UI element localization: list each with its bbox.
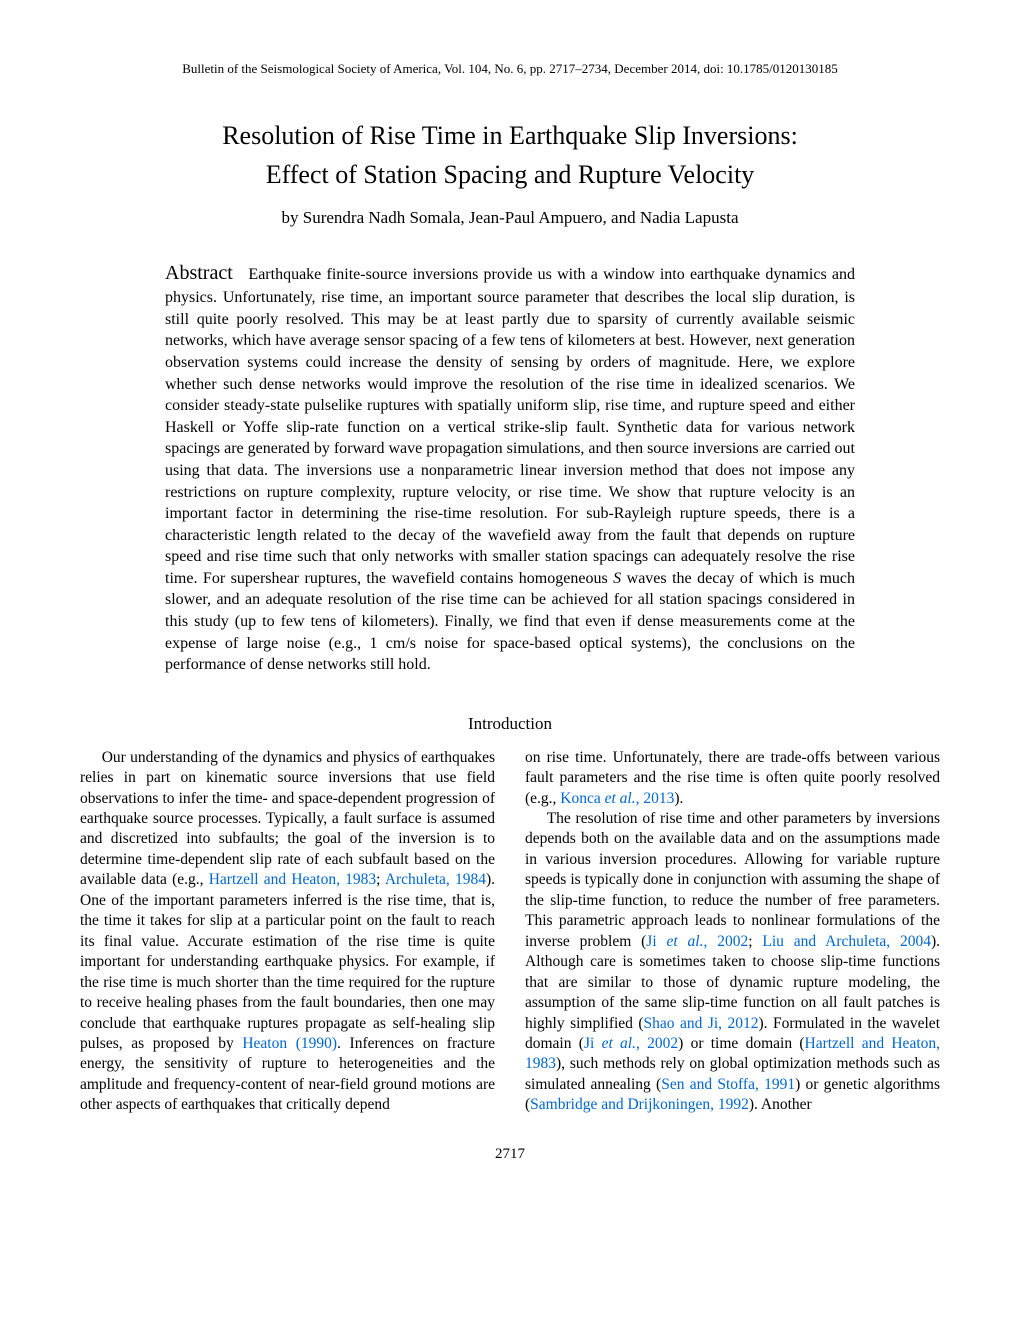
citation-liu-archuleta-2004[interactable]: Liu and Archuleta, 2004 bbox=[762, 933, 931, 950]
right-text-2h: ). Another bbox=[749, 1096, 812, 1113]
citation-ji-2002-b[interactable]: Ji et al., 2002 bbox=[584, 1035, 678, 1052]
abstract-label: Abstract bbox=[165, 262, 233, 284]
left-paragraph-1: Our understanding of the dynamics and ph… bbox=[80, 748, 495, 1116]
citation-konca-2013[interactable]: Konca et al., 2013 bbox=[560, 790, 674, 807]
citation-konca-a: Konca bbox=[560, 790, 604, 807]
citation-konca-etal: et al. bbox=[605, 790, 636, 807]
section-heading-introduction: Introduction bbox=[80, 712, 940, 736]
citation-ji-etal: et al. bbox=[667, 933, 704, 950]
citation-konca-c: , 2013 bbox=[636, 790, 675, 807]
left-text-b: ; bbox=[376, 871, 385, 888]
right-text-2e: ) or time domain ( bbox=[678, 1035, 804, 1052]
left-text-a: Our understanding of the dynamics and ph… bbox=[80, 749, 495, 889]
citation-heaton-1990[interactable]: Heaton (1990) bbox=[242, 1035, 337, 1052]
right-text-1b: ). bbox=[674, 790, 683, 807]
left-text-c: ). One of the important parameters infer… bbox=[80, 871, 495, 1052]
paper-title-line2: Effect of Station Spacing and Rupture Ve… bbox=[80, 157, 940, 192]
right-column: on rise time. Unfortunately, there are t… bbox=[525, 748, 940, 1116]
citation-ji-a: Ji bbox=[646, 933, 666, 950]
citation-ji2-c: , 2002 bbox=[636, 1035, 678, 1052]
citation-ji-c: , 2002 bbox=[703, 933, 748, 950]
body-columns: Our understanding of the dynamics and ph… bbox=[80, 748, 940, 1116]
right-text-2a: The resolution of rise time and other pa… bbox=[525, 810, 940, 950]
journal-reference: Bulletin of the Seismological Society of… bbox=[80, 60, 940, 78]
abstract-body-pre: Earthquake finite-source inversions prov… bbox=[165, 266, 855, 587]
page-number: 2717 bbox=[80, 1144, 940, 1165]
authors-line: by Surendra Nadh Somala, Jean-Paul Ampue… bbox=[80, 206, 940, 230]
paper-title-line1: Resolution of Rise Time in Earthquake Sl… bbox=[80, 118, 940, 153]
citation-shao-ji-2012[interactable]: Shao and Ji, 2012 bbox=[644, 1015, 759, 1032]
citation-archuleta-1984[interactable]: Archuleta, 1984 bbox=[385, 871, 486, 888]
citation-hartzell-heaton-1983[interactable]: Hartzell and Heaton, 1983 bbox=[209, 871, 376, 888]
right-paragraph-1: on rise time. Unfortunately, there are t… bbox=[525, 748, 940, 809]
left-column: Our understanding of the dynamics and ph… bbox=[80, 748, 495, 1116]
right-text-2b: ; bbox=[748, 933, 762, 950]
citation-sen-stoffa-1991[interactable]: Sen and Stoffa, 1991 bbox=[661, 1076, 795, 1093]
abstract-s-wave: S bbox=[613, 570, 621, 587]
right-paragraph-2: The resolution of rise time and other pa… bbox=[525, 809, 940, 1116]
citation-sambridge-1992[interactable]: Sambridge and Drijkoningen, 1992 bbox=[530, 1096, 749, 1113]
abstract-block: Abstract Earthquake finite-source invers… bbox=[165, 260, 855, 676]
citation-ji-2002-a[interactable]: Ji et al., 2002 bbox=[646, 933, 748, 950]
citation-ji2-etal: et al. bbox=[602, 1035, 636, 1052]
citation-ji2-a: Ji bbox=[584, 1035, 602, 1052]
